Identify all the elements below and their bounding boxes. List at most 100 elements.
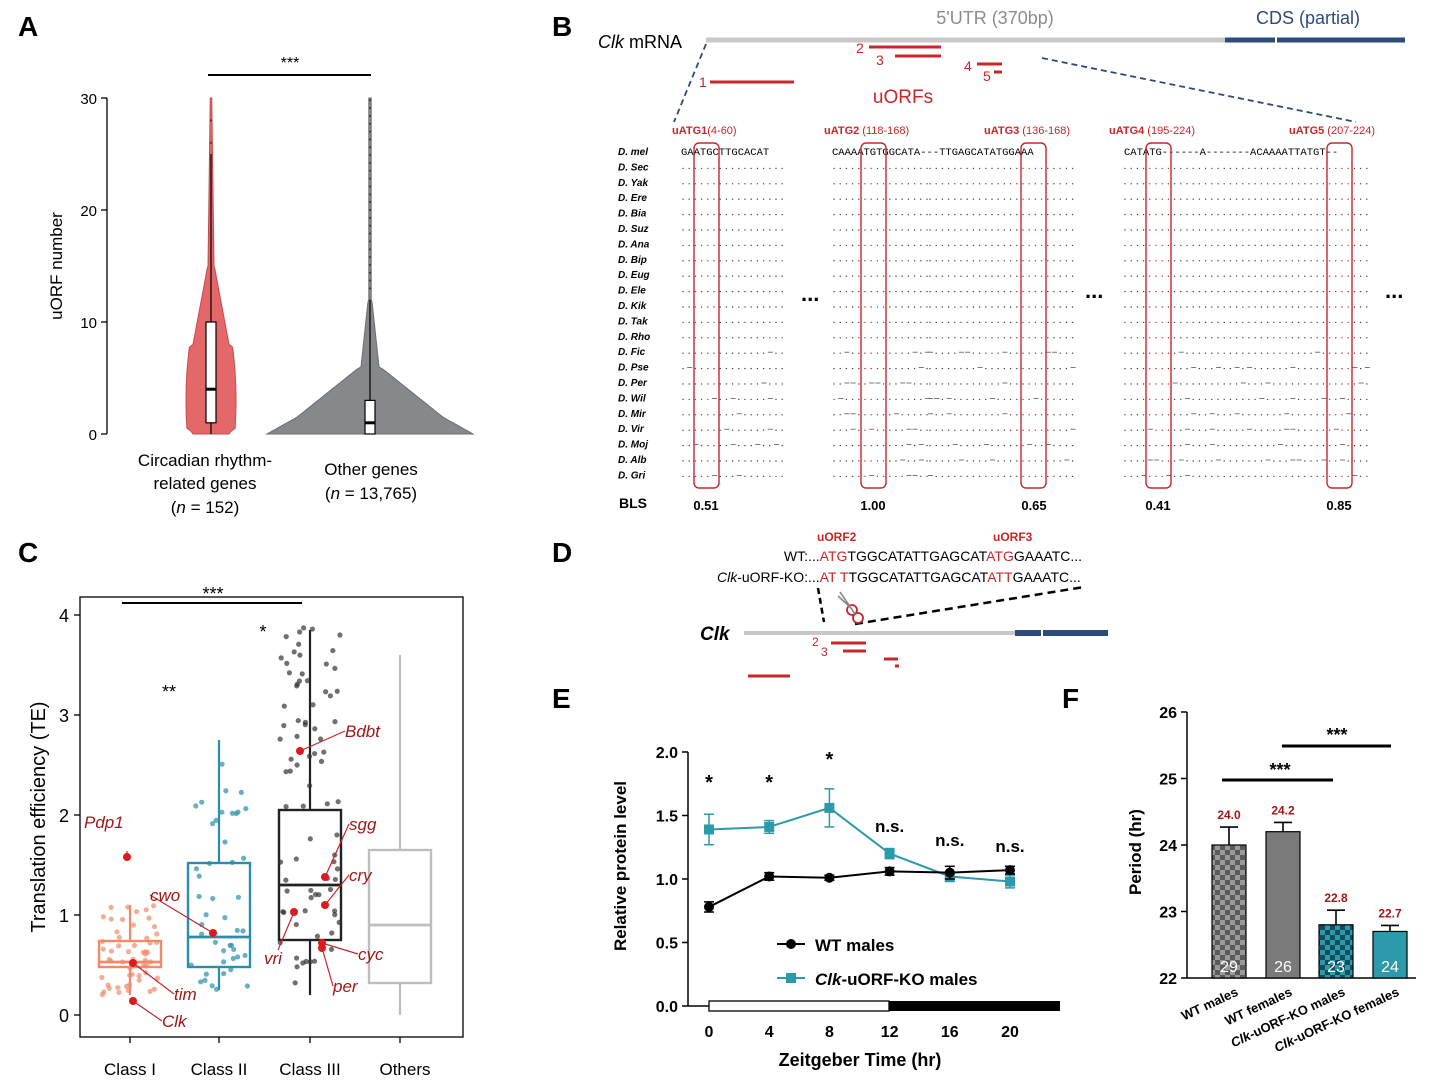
match-dot <box>941 244 944 247</box>
data-point <box>231 946 237 953</box>
match-dot <box>1034 290 1037 293</box>
species-label: D. Ere <box>618 193 647 204</box>
match-dot <box>1198 290 1201 293</box>
match-dot <box>1353 398 1356 401</box>
match-dot <box>1266 198 1269 200</box>
match-dot <box>941 398 944 401</box>
match-dot <box>694 229 697 231</box>
match-dot <box>1310 398 1312 401</box>
match-dot <box>713 321 715 324</box>
match-dot <box>1053 460 1055 462</box>
match-dot <box>858 460 860 462</box>
match-dot <box>1359 475 1362 478</box>
match-dot <box>1028 352 1030 354</box>
data-point <box>154 931 160 937</box>
match-dot <box>1322 444 1325 447</box>
data-point <box>297 652 303 658</box>
match-dot <box>858 352 860 354</box>
match-dot <box>907 398 910 401</box>
match-dot <box>1059 321 1061 324</box>
match-dot <box>913 290 916 293</box>
match-dot <box>1071 306 1074 308</box>
match-dot <box>978 244 981 247</box>
match-dot <box>756 275 759 277</box>
y-tick-label: 2 <box>59 806 69 826</box>
match-dot <box>1211 383 1213 385</box>
match-dot <box>1003 306 1006 308</box>
match-dot <box>1022 260 1024 262</box>
y-axis-label: Period (hr) <box>1126 809 1145 895</box>
match-dot <box>719 306 721 308</box>
match-dot <box>1229 183 1232 185</box>
match-dot <box>1297 198 1300 200</box>
match-dot <box>1304 290 1306 293</box>
match-dot <box>1016 167 1018 170</box>
match-dot <box>907 460 910 462</box>
match-dot <box>756 475 759 478</box>
match-dot <box>738 183 740 185</box>
match-dot <box>941 183 944 185</box>
match-dot <box>851 367 854 370</box>
match-dot <box>901 198 903 200</box>
match-dot <box>1335 290 1337 293</box>
match-dot <box>700 275 703 277</box>
match-dot <box>1167 460 1170 462</box>
match-dot <box>1028 183 1030 185</box>
match-dot <box>700 167 703 170</box>
match-dot <box>1071 275 1074 277</box>
match-dot <box>719 414 721 416</box>
data-point <box>312 726 318 732</box>
match-dot <box>833 429 835 431</box>
match-dot <box>1266 321 1269 324</box>
match-dot <box>870 290 872 293</box>
match-dot <box>700 229 703 231</box>
match-dot <box>1149 290 1151 293</box>
match-dot <box>1322 275 1325 277</box>
match-dot <box>1016 337 1018 339</box>
match-dot <box>1022 460 1024 462</box>
match-dot <box>1260 414 1263 416</box>
match-dot <box>851 306 854 308</box>
match-dot <box>1034 260 1037 262</box>
group-label-2: Other genes (n = 13,765) <box>324 460 418 503</box>
match-dot <box>833 306 835 308</box>
match-dot <box>1180 383 1182 385</box>
match-dot <box>1211 337 1213 339</box>
match-dot <box>1211 167 1213 170</box>
match-dot <box>1040 429 1043 431</box>
match-dot <box>1124 414 1126 416</box>
match-dot <box>1130 213 1132 216</box>
match-dot <box>1003 367 1006 370</box>
bar: 22.823 <box>1318 891 1354 979</box>
match-dot <box>1211 306 1213 308</box>
match-dot <box>954 352 956 354</box>
data-point <box>196 873 202 879</box>
data-point <box>302 908 308 914</box>
match-dot <box>997 321 999 324</box>
match-dot <box>985 383 987 385</box>
alignment-row <box>682 367 1370 370</box>
match-dot <box>744 383 746 385</box>
match-dot <box>762 429 765 431</box>
match-dot <box>1248 229 1250 231</box>
match-dot <box>688 244 690 247</box>
match-dot <box>978 337 981 339</box>
match-dot <box>1248 460 1250 462</box>
match-dot <box>1136 321 1139 324</box>
match-dot <box>978 383 981 385</box>
match-dot <box>738 213 740 216</box>
match-dot <box>1142 167 1145 170</box>
match-dot <box>1273 337 1275 339</box>
match-dot <box>929 260 931 262</box>
match-dot <box>851 183 854 185</box>
match-dot <box>839 183 841 185</box>
match-dot <box>1040 213 1043 216</box>
match-dot <box>769 306 771 308</box>
match-dot <box>966 198 968 200</box>
match-dot <box>972 275 975 277</box>
match-dot <box>1254 475 1256 478</box>
match-dot <box>1285 352 1287 354</box>
match-dot <box>775 398 777 401</box>
match-dot <box>1297 429 1300 431</box>
match-dot <box>1003 460 1006 462</box>
